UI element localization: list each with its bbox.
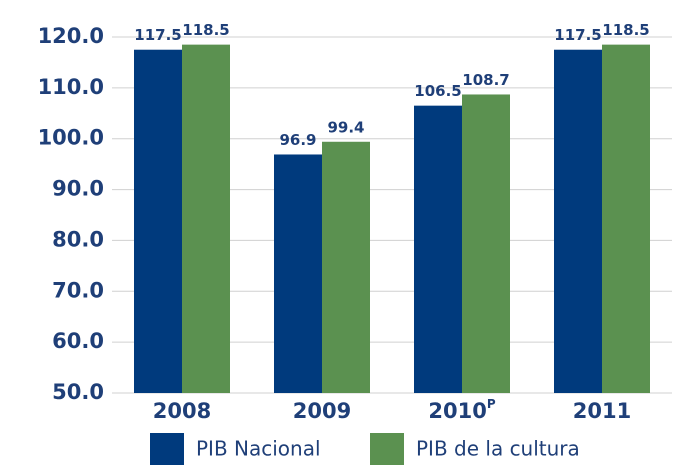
category: 2011 [573, 399, 631, 423]
value-label: 118.5 [602, 21, 649, 39]
value-label: 108.7 [462, 71, 509, 89]
y-tick-label: 110.0 [38, 75, 104, 99]
bar [414, 105, 462, 394]
x-tick-label: 2009 [293, 399, 351, 423]
category: 2010 [428, 399, 486, 423]
bar [182, 44, 230, 393]
value-label: 117.5 [554, 26, 601, 44]
legend-swatch [150, 433, 184, 465]
legend-label: PIB Nacional [196, 437, 321, 461]
bar [274, 154, 322, 393]
x-tick-label: 2011 [573, 399, 631, 423]
category: 2008 [153, 399, 211, 423]
category: 2009 [293, 399, 351, 423]
value-label: 118.5 [182, 21, 229, 39]
value-label: 99.4 [327, 118, 364, 136]
bar [554, 49, 602, 393]
y-tick-label: 80.0 [52, 227, 104, 251]
y-tick-label: 70.0 [52, 278, 104, 302]
category-superscript: P [487, 397, 496, 411]
y-tick-label: 90.0 [52, 177, 104, 201]
y-tick-label: 120.0 [38, 24, 104, 48]
legend-label: PIB de la cultura [416, 437, 580, 461]
value-label: 117.5 [134, 26, 181, 44]
bar [134, 49, 182, 393]
y-tick-label: 100.0 [38, 126, 104, 150]
bar [322, 141, 370, 393]
legend-swatch [370, 433, 404, 465]
bar [462, 94, 510, 394]
y-tick-label: 60.0 [52, 329, 104, 353]
value-label: 96.9 [279, 131, 316, 149]
bar [602, 44, 650, 393]
value-label: 106.5 [414, 82, 461, 100]
x-tick-label: 2008 [153, 399, 211, 423]
y-tick-label: 50.0 [52, 380, 104, 404]
x-tick-label: 2010P [428, 397, 495, 424]
